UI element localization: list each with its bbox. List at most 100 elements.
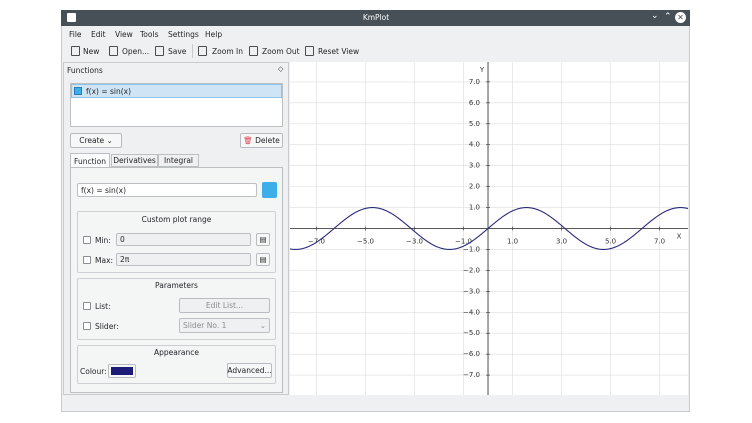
x-tick-label: 7.0 (654, 238, 665, 246)
plot: −7.0 −5.0 −3.0 −1.0 1.0 3.0 5.0 7.0 7.0 6.0 5.0 4.0… (290, 62, 688, 395)
app-icon (67, 13, 76, 22)
toolbar-label[interactable]: Zoom Out (262, 47, 300, 56)
group-title: Appearance (153, 348, 200, 357)
y-tick-label: 7.0 (469, 78, 480, 86)
menu-item[interactable]: Tools (140, 30, 159, 39)
y-tick-label: 2.0 (469, 183, 480, 191)
delete-button[interactable]: 🗑 Delete (240, 133, 283, 148)
group-title: Parameters (155, 281, 198, 290)
tab[interactable]: Derivatives (111, 154, 158, 167)
y-tick-label: −1.0 (463, 245, 480, 253)
edit-button[interactable]: ▤ (256, 253, 270, 266)
tab[interactable]: Integral (158, 154, 199, 167)
maximize[interactable]: ⌃ (664, 12, 672, 22)
menu-item[interactable]: Settings (168, 30, 199, 39)
appearance-group (77, 345, 276, 384)
group-title: Custom plot range (141, 215, 212, 224)
y-tick-label: −5.0 (463, 329, 480, 337)
y-tick-label: −3.0 (463, 287, 480, 295)
parameters-group (77, 278, 276, 340)
tab-label: Derivatives (113, 156, 156, 165)
x-tick-label: −7.0 (308, 238, 325, 246)
toolbar-icon (305, 46, 314, 56)
colour-label: Colour: (80, 367, 107, 376)
float-icon[interactable]: ◇ (278, 65, 284, 73)
function-curve (290, 207, 688, 250)
x-tick-label: −3.0 (406, 238, 423, 246)
menu-item[interactable]: File (69, 30, 82, 39)
close[interactable]: ✕ (675, 12, 686, 23)
slider-combo[interactable]: Slider No. 1 ⌄ (179, 318, 270, 333)
tab[interactable]: Function (70, 153, 110, 168)
separator (192, 44, 193, 58)
colour-swatch (111, 367, 133, 375)
toolbar-label[interactable]: New (83, 47, 100, 56)
toolbar-label[interactable]: Open... (122, 47, 150, 56)
edit-list-button[interactable]: Edit List... (179, 298, 270, 313)
y-tick-label: 3.0 (469, 162, 480, 170)
edit-button[interactable]: ▤ (256, 233, 270, 246)
equation-input[interactable]: f(x) = sin(x) (77, 183, 257, 197)
min-label: Min: (95, 236, 111, 245)
button-label: Edit List... (205, 301, 244, 310)
toolbar-label[interactable]: Reset View (318, 47, 360, 56)
toolbar-icon (71, 46, 80, 56)
checkbox[interactable] (83, 302, 91, 310)
advanced-button[interactable]: Advanced... (227, 363, 272, 378)
tab-panel (70, 167, 283, 393)
minimize[interactable]: ⌄ (651, 11, 659, 21)
panel-title: Functions (67, 66, 103, 75)
menu-item[interactable]: Edit (91, 30, 106, 39)
tab-label: Integral (163, 156, 194, 165)
create-label: Create (79, 136, 105, 145)
equation: f(x) = sin(x) (81, 185, 127, 195)
max-label: Max: (95, 256, 114, 265)
toolbar-icon (155, 46, 164, 56)
y-tick-label: −7.0 (463, 371, 480, 379)
x-tick-label: −5.0 (357, 238, 374, 246)
x-tick-label: 1.0 (507, 238, 518, 246)
function-label: f(x) = sin(x) (86, 87, 132, 96)
colour-button[interactable] (108, 364, 136, 378)
button-label: Advanced... (227, 366, 272, 375)
x-axis-label: X (677, 233, 682, 241)
min-input[interactable]: 0 (116, 233, 251, 246)
y-tick-label: 5.0 (469, 120, 480, 128)
menu-item[interactable]: View (115, 30, 133, 39)
min-value: 0 (120, 235, 125, 244)
slider-value: Slider No. 1 (183, 321, 227, 330)
checkbox[interactable] (83, 256, 91, 264)
toolbar-icon (198, 46, 207, 56)
y-axis-label: Y (479, 66, 485, 74)
list-label: List: (95, 302, 111, 311)
x-tick-label: 5.0 (605, 238, 616, 246)
delete-label: Delete (255, 136, 280, 145)
x-tick-label: 3.0 (556, 238, 567, 246)
toolbar-icon (109, 46, 118, 56)
toolbar-icon (249, 46, 258, 56)
edit-button[interactable] (262, 182, 277, 198)
max-input[interactable]: 2π (116, 253, 251, 266)
tab-label: Function (74, 156, 106, 166)
title-bar (61, 10, 690, 26)
range-group (77, 211, 276, 273)
y-tick-label: −2.0 (463, 266, 480, 274)
y-tick-label: 4.0 (469, 141, 480, 149)
slider-label: Slider: (95, 322, 119, 331)
checkbox[interactable] (74, 87, 82, 95)
menu-item[interactable]: Help (205, 30, 223, 39)
toolbar-label[interactable]: Zoom In (212, 47, 243, 56)
max-value: 2π (120, 255, 130, 264)
window-title: KmPlot (362, 13, 390, 22)
checkbox[interactable] (83, 322, 91, 330)
y-tick-label: −4.0 (463, 308, 480, 316)
y-tick-label: 6.0 (469, 99, 480, 107)
function-item[interactable] (71, 84, 282, 98)
y-tick-label: 1.0 (469, 204, 480, 212)
x-tick-label: −1.0 (455, 238, 472, 246)
create-button[interactable]: Create ⌄ (70, 133, 122, 148)
toolbar-label[interactable]: Save (168, 47, 187, 56)
checkbox[interactable] (83, 236, 91, 244)
y-tick-label: −6.0 (463, 350, 480, 358)
